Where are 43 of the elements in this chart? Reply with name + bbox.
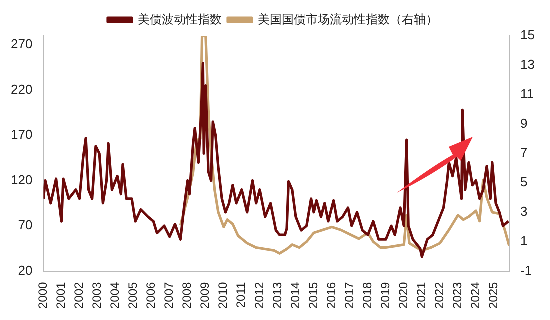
x-tick-label: 2022 — [432, 282, 446, 310]
x-tick-label: 2005 — [126, 282, 140, 310]
x-tick-label: 2013 — [270, 282, 284, 310]
legend-label: 美国国债市场流动性指数（右轴） — [258, 12, 438, 26]
x-tick-label: 2020 — [396, 282, 410, 310]
x-tick-label: 2009 — [198, 282, 212, 310]
x-tick-label: 2006 — [144, 282, 158, 310]
x-tick-label: 2004 — [108, 282, 122, 310]
x-tick-label: 2000 — [36, 282, 50, 310]
x-tick-label: 2001 — [54, 282, 68, 310]
x-tick-label: 2023 — [450, 282, 464, 310]
x-tick-label: 2010 — [216, 282, 230, 310]
y-tick-label: 20 — [18, 262, 33, 278]
y2-tick-label: 11 — [520, 86, 534, 102]
x-tick-label: 2011 — [234, 282, 248, 308]
x-tick-label: 2021 — [414, 282, 428, 310]
x-tick-label: 2012 — [252, 282, 266, 310]
x-tick-label: 2019 — [378, 282, 392, 310]
y2-tick-label: 5 — [520, 174, 528, 190]
y-tick-label: 170 — [10, 127, 33, 142]
x-tick-label: 2016 — [324, 282, 338, 310]
y2-tick-label: -1 — [520, 262, 532, 278]
x-tick-label: 2008 — [180, 282, 194, 310]
x-tick-label: 2003 — [90, 282, 104, 310]
x-tick-label: 2025 — [486, 282, 501, 310]
legend-label: 美债波动性指数 — [138, 12, 222, 26]
x-tick-label: 2014 — [288, 282, 302, 310]
y2-tick-label: 3 — [520, 204, 528, 220]
y2-tick-label: 9 — [520, 116, 528, 131]
x-tick-label: 2015 — [306, 282, 320, 310]
y2-tick-label: 15 — [520, 28, 536, 43]
x-tick-label: 2024 — [468, 282, 483, 310]
y-tick-label: 70 — [18, 218, 33, 233]
y-tick-label: 120 — [10, 172, 33, 188]
y2-tick-label: 13 — [520, 56, 536, 72]
y2-tick-label: 1 — [520, 233, 528, 248]
y2-tick-label: 7 — [520, 145, 528, 160]
y-tick-label: 220 — [10, 82, 33, 97]
x-tick-label: 2007 — [162, 282, 176, 310]
x-tick-label: 2017 — [342, 282, 356, 310]
y-tick-label: 270 — [10, 36, 33, 52]
x-tick-label: 2018 — [360, 282, 374, 310]
x-tick-label: 2002 — [72, 282, 86, 310]
